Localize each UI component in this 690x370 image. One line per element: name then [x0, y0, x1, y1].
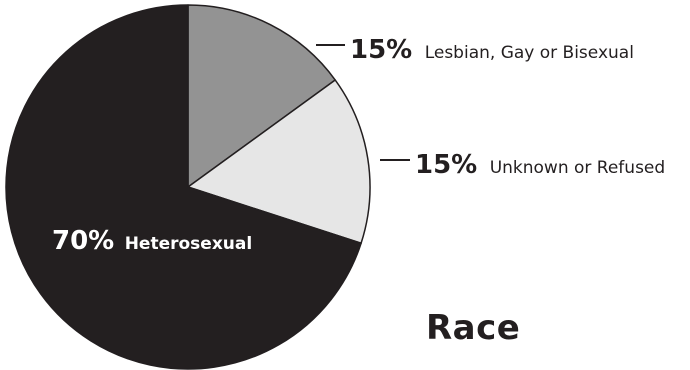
- slice-label-unknown: 15% Unknown or Refused: [415, 150, 665, 180]
- slice-category-lgb: Lesbian, Gay or Bisexual: [425, 43, 634, 63]
- slice-label-heterosexual: 70% Heterosexual: [52, 226, 252, 256]
- section-heading: Race: [426, 308, 521, 348]
- pie-slice-unknown: [187, 79, 371, 244]
- pie-slice-lgb: [187, 4, 336, 188]
- slice-percent-heterosexual: 70%: [52, 226, 114, 256]
- slice-category-heterosexual: Heterosexual: [125, 234, 253, 254]
- pie-slice-heterosexual: [5, 4, 362, 370]
- slice-label-lgb: 15% Lesbian, Gay or Bisexual: [350, 35, 634, 65]
- pie-slices: [5, 4, 371, 370]
- slice-category-unknown: Unknown or Refused: [490, 158, 666, 178]
- slice-percent-lgb: 15%: [350, 35, 412, 65]
- slice-percent-unknown: 15%: [415, 150, 477, 180]
